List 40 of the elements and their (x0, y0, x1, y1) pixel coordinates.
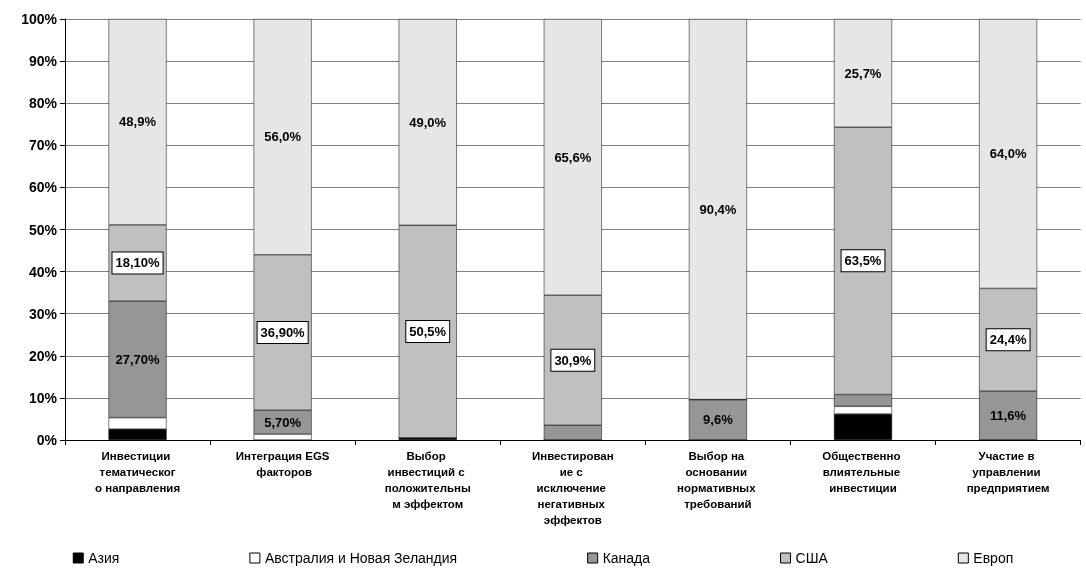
legend-label: Азия (88, 550, 120, 566)
y-tick-label: 50% (28, 221, 58, 238)
data-label: 48,9% (119, 114, 157, 130)
data-label: 24,4% (989, 332, 1027, 348)
data-label: 25,7% (844, 65, 882, 81)
y-tick-label: 0% (36, 432, 58, 448)
legend-label: Австралия и Новая Зеландия (264, 550, 458, 566)
data-label: 27,70% (115, 351, 161, 367)
x-tick-label: Участие в управлении предприятием (966, 450, 1050, 494)
data-label: 30,9% (554, 352, 592, 368)
legend-label: США (795, 550, 829, 566)
data-label: 49,0% (409, 114, 447, 130)
y-tick-label: 80% (28, 95, 58, 112)
y-tick-label: 40% (28, 263, 58, 280)
data-label: 63,5% (844, 253, 882, 269)
data-label: 64,0% (989, 146, 1027, 162)
y-tick-label: 10% (28, 389, 58, 406)
x-tick-label: Интеграция EGS факторов (235, 450, 330, 478)
data-label: 56,0% (264, 129, 302, 145)
x-tick-label: Выбор инвестиций с положительным эффектом (384, 450, 471, 510)
legend-label: Канада (602, 550, 651, 566)
y-tick-label: 60% (28, 179, 58, 196)
y-tick-label: 30% (28, 305, 58, 322)
x-tick-label: Инвестиции тематического направления (94, 450, 181, 494)
legend-label: Европ (973, 550, 1014, 566)
data-label: 11,6% (990, 408, 1027, 424)
data-label: 36,90% (260, 324, 306, 340)
data-label: 50,5% (409, 324, 447, 340)
y-tick-label: 70% (28, 137, 58, 154)
data-label: 5,70% (264, 414, 302, 430)
y-tick-label: 90% (28, 53, 58, 70)
x-tick-label: Инвестирование с исключение негативных эффектов (531, 450, 614, 526)
data-label: 9,6% (703, 412, 734, 428)
data-label: 18,10% (115, 255, 161, 271)
data-label: 65,6% (554, 149, 592, 165)
y-tick-label: 20% (28, 347, 58, 364)
data-label: 90,4% (699, 201, 737, 217)
y-tick-label: 100% (21, 11, 58, 27)
x-tick-label: Выбор на основании нормативных требований (677, 450, 759, 510)
x-tick-label: Общественно влиятельные инвестиции (822, 450, 904, 494)
